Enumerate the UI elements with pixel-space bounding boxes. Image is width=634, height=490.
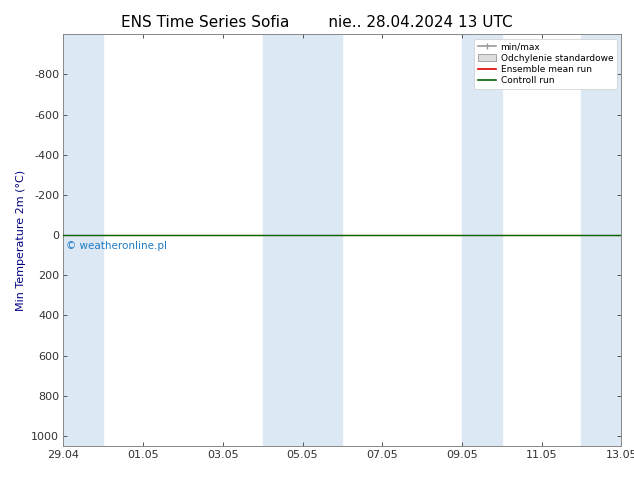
Bar <box>462 34 501 446</box>
Text: ENS Time Series Sofia        nie.. 28.04.2024 13 UTC: ENS Time Series Sofia nie.. 28.04.2024 1… <box>121 15 513 30</box>
Legend: min/max, Odchylenie standardowe, Ensemble mean run, Controll run: min/max, Odchylenie standardowe, Ensembl… <box>474 39 617 89</box>
Bar <box>262 34 342 446</box>
Bar <box>581 34 621 446</box>
Bar <box>63 34 103 446</box>
Y-axis label: Min Temperature 2m (°C): Min Temperature 2m (°C) <box>16 170 26 311</box>
Text: © weatheronline.pl: © weatheronline.pl <box>66 241 167 251</box>
